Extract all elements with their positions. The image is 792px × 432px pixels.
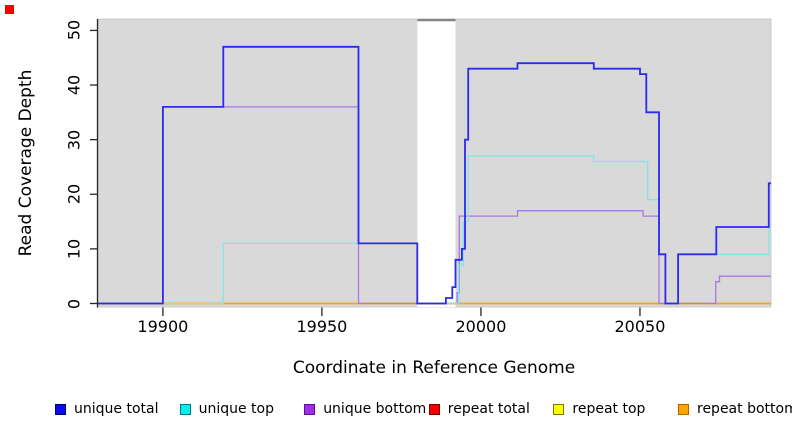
legend-label: unique total <box>74 401 159 417</box>
series-unique-total <box>98 45 771 305</box>
legend-item-unique-top: unique top <box>179 399 274 419</box>
legend-item-unique-bottom: unique bottom <box>304 399 426 419</box>
legend-item-repeat-bottom: repeat bottom <box>678 399 792 419</box>
y-tick-label: 50 <box>64 20 84 41</box>
x-axis-title: Coordinate in Reference Genome <box>292 358 576 378</box>
y-tick-label: 10 <box>64 238 84 260</box>
y-axis-title: Read Coverage Depth <box>16 69 36 257</box>
x-tick-label: 20000 <box>455 317 507 336</box>
x-tick-label: 19950 <box>296 317 348 336</box>
legend-swatch-icon <box>55 403 66 415</box>
legend-item-repeat-top: repeat top <box>553 399 645 419</box>
x-tick-label: 19900 <box>137 317 189 336</box>
legend-label: unique top <box>198 401 274 417</box>
legend-swatch-icon <box>678 403 689 415</box>
legend-swatch-icon <box>304 403 316 415</box>
x-tick-label: 20050 <box>614 317 666 336</box>
legend-swatch-icon <box>428 403 440 415</box>
legend-swatch-icon <box>553 403 565 415</box>
y-tick-label: 20 <box>64 184 84 205</box>
red-corner-marker <box>5 5 14 14</box>
legend-label: repeat total <box>447 401 530 417</box>
gap-band <box>417 18 456 307</box>
legend-label: repeat top <box>572 401 646 417</box>
legend-label: unique bottom <box>323 401 427 417</box>
y-tick-label: 30 <box>64 129 84 150</box>
legend-item-repeat-total: repeat total <box>428 399 530 419</box>
legend-swatch-icon <box>179 403 191 415</box>
legend-item-unique-total: unique total <box>55 399 158 419</box>
legend-label: repeat bottom <box>697 401 792 417</box>
legend: unique total unique top unique bottom repea… <box>0 399 792 419</box>
y-tick-label: 0 <box>64 298 84 309</box>
y-tick-label: 40 <box>64 74 84 96</box>
